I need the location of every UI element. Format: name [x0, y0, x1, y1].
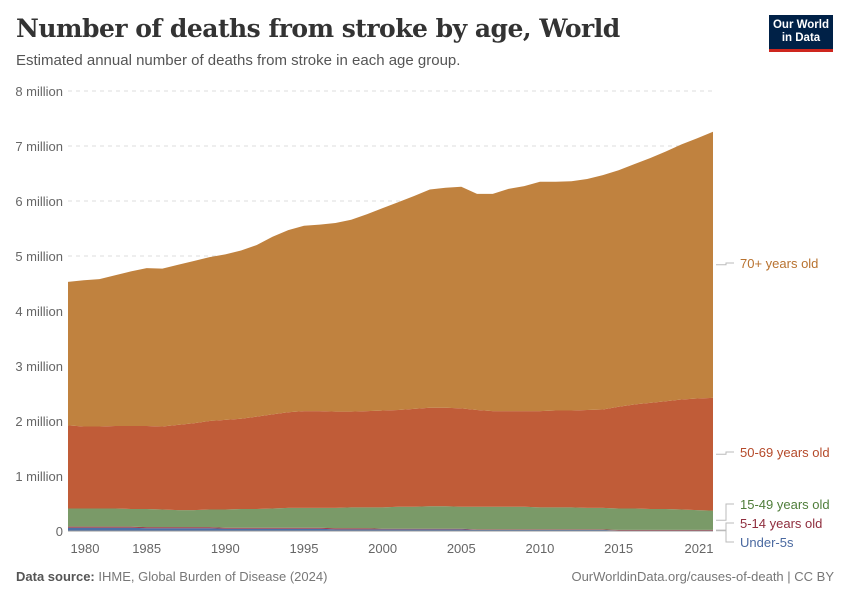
x-tick-label: 1995	[290, 541, 319, 556]
x-tick-label: 1985	[132, 541, 161, 556]
y-tick-label: 5 million	[15, 249, 63, 264]
y-tick-label: 0	[56, 524, 63, 539]
source-label: Data source:	[16, 569, 95, 584]
x-tick-label: 2000	[368, 541, 397, 556]
legend-label: 70+ years old	[740, 256, 818, 271]
legend-connector	[716, 503, 734, 521]
legend-label: 5-14 years old	[740, 516, 822, 531]
owid-logo[interactable]: Our World in Data	[769, 15, 833, 52]
y-tick-label: 7 million	[15, 139, 63, 154]
y-tick-label: 8 million	[15, 84, 63, 99]
chart-subtitle: Estimated annual number of deaths from s…	[16, 52, 461, 69]
area-5-14-years-old	[68, 526, 713, 531]
x-tick-label: 2021	[685, 541, 714, 556]
legend-connector	[716, 451, 734, 455]
area-50-69-years-old	[68, 397, 713, 511]
x-tick-label: 1980	[71, 541, 100, 556]
legend-label: 15-49 years old	[740, 497, 830, 512]
y-tick-label: 4 million	[15, 304, 63, 319]
area-15-49-years-old	[68, 506, 713, 530]
legend-connector	[716, 522, 734, 531]
x-tick-label: 2010	[525, 541, 554, 556]
legend-connector	[716, 530, 734, 543]
y-tick-label: 6 million	[15, 194, 63, 209]
x-tick-label: 1990	[211, 541, 240, 556]
legend-label: Under-5s	[740, 535, 794, 550]
x-tick-label: 2005	[447, 541, 476, 556]
data-source: Data source: IHME, Global Burden of Dise…	[16, 569, 327, 584]
chart-title: Number of deaths from stroke by age, Wor…	[16, 14, 620, 43]
y-tick-label: 2 million	[15, 414, 63, 429]
legend-connector	[716, 262, 734, 266]
legend-label: 50-69 years old	[740, 445, 830, 460]
footer-link[interactable]: OurWorldinData.org/causes-of-death | CC …	[571, 569, 834, 584]
source-text[interactable]: IHME, Global Burden of Disease (2024)	[98, 569, 328, 584]
area-70-years-old	[68, 131, 713, 427]
y-tick-label: 3 million	[15, 359, 63, 374]
x-tick-label: 2015	[604, 541, 633, 556]
y-tick-label: 1 million	[15, 469, 63, 484]
